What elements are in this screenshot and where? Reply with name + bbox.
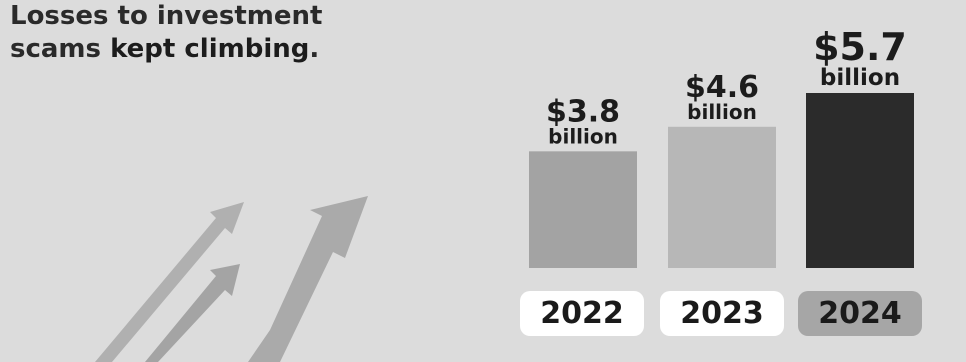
headline-line-1: Losses to investment — [10, 1, 323, 31]
value-label-2024: $5.7 — [813, 25, 907, 69]
unit-label-2023: billion — [687, 100, 757, 124]
bar-2023 — [668, 126, 776, 268]
bar-2022 — [529, 151, 637, 268]
headline: Losses to investment scams kept climbing… — [10, 0, 430, 66]
value-label-2022: $3.8 — [546, 94, 620, 129]
bar-2024 — [806, 93, 914, 268]
year-label-2023: 2023 — [660, 291, 784, 336]
headline-line-2: scams kept climbing. — [10, 33, 430, 66]
headline-line-2-prefix: scams — [10, 34, 111, 64]
value-label-2023: $4.6 — [685, 70, 759, 105]
unit-label-2022: billion — [548, 124, 618, 148]
unit-label-2024: billion — [820, 65, 900, 91]
headline-emphasis: kept climbing — [110, 34, 310, 64]
year-label-2024: 2024 — [798, 291, 922, 336]
year-label-2022: 2022 — [520, 291, 644, 336]
headline-line-2-suffix: . — [309, 34, 320, 64]
